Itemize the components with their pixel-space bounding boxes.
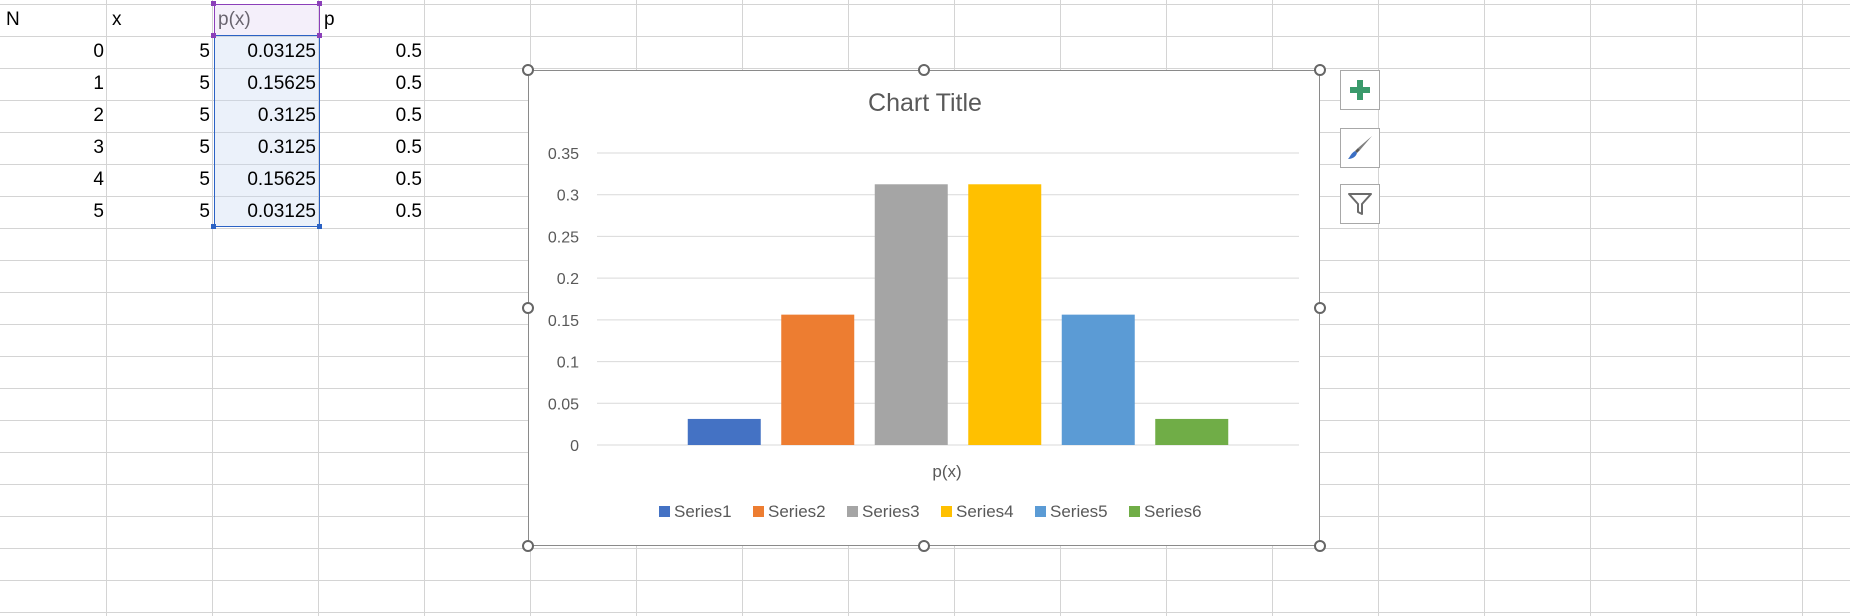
chart-bars	[687, 184, 1229, 445]
resize-handle-top[interactable]	[918, 64, 930, 76]
legend-swatch	[753, 506, 764, 517]
legend-entry[interactable]: Series4	[956, 502, 1014, 521]
header-cell-n[interactable]: N	[6, 9, 20, 30]
funnel-icon	[1348, 193, 1372, 215]
selection-corner	[211, 1, 216, 6]
bar-series4[interactable]	[968, 184, 1042, 445]
cell-px[interactable]: 0.03125	[247, 41, 316, 62]
bar-series3[interactable]	[874, 184, 948, 445]
cell-n[interactable]: 1	[93, 73, 104, 94]
x-axis-label[interactable]: p(x)	[932, 462, 961, 481]
chart-gridlines	[597, 152, 1299, 446]
chart-legend[interactable]: Series1 Series2 Series3 Series4 Series5 Serie…	[659, 502, 1202, 521]
cell-x[interactable]: 5	[199, 201, 210, 222]
legend-swatch	[941, 506, 952, 517]
header-cell-p[interactable]: p	[324, 9, 335, 30]
y-tick-label: 0.05	[548, 396, 579, 413]
cell-x[interactable]: 5	[199, 105, 210, 126]
cell-p[interactable]: 0.5	[395, 73, 422, 94]
resize-handle-bottom[interactable]	[918, 540, 930, 552]
resize-handle-top-left[interactable]	[522, 64, 534, 76]
cell-px[interactable]: 0.03125	[247, 201, 316, 222]
legend-entry[interactable]: Series6	[1144, 502, 1202, 521]
legend-entry[interactable]: Series1	[674, 502, 732, 521]
header-cell-px[interactable]: p(x)	[218, 9, 251, 30]
y-tick-label: 0.35	[548, 146, 579, 163]
bar-series1[interactable]	[687, 418, 761, 445]
fill-handle[interactable]	[317, 224, 322, 229]
y-tick-label: 0.3	[557, 188, 579, 205]
cell-px[interactable]: 0.15625	[247, 169, 316, 190]
legend-swatch	[847, 506, 858, 517]
cell-x[interactable]: 5	[199, 169, 210, 190]
chart-elements-button[interactable]	[1340, 70, 1380, 110]
resize-handle-left[interactable]	[522, 302, 534, 314]
legend-swatch	[659, 506, 670, 517]
chart-area[interactable]: 0 0.05 0.1 0.15 0.2 0.25 0.3 0.35 Chart Title p…	[528, 70, 1320, 546]
y-tick-label: 0.1	[557, 355, 579, 372]
cell-px[interactable]: 0.3125	[257, 137, 316, 158]
cell-px[interactable]: 0.3125	[257, 105, 316, 126]
selection-corner	[317, 1, 322, 6]
legend-swatch	[1035, 506, 1046, 517]
cell-px[interactable]: 0.15625	[247, 73, 316, 94]
cell-p[interactable]: 0.5	[395, 105, 422, 126]
cell-n[interactable]: 2	[93, 105, 104, 126]
cell-p[interactable]: 0.5	[395, 201, 422, 222]
y-axis-ticks: 0 0.05 0.1 0.15 0.2 0.25 0.3 0.35	[548, 146, 579, 455]
resize-handle-right[interactable]	[1314, 302, 1326, 314]
legend-entry[interactable]: Series2	[768, 502, 826, 521]
bar-series5[interactable]	[1061, 314, 1135, 445]
y-tick-label: 0.25	[548, 229, 579, 246]
y-tick-label: 0	[570, 438, 579, 455]
chart-filters-button[interactable]	[1340, 184, 1380, 224]
cell-x[interactable]: 5	[199, 137, 210, 158]
legend-entry[interactable]: Series3	[862, 502, 920, 521]
cell-p[interactable]: 0.5	[395, 169, 422, 190]
paintbrush-icon	[1348, 136, 1372, 159]
cell-x[interactable]: 5	[199, 73, 210, 94]
legend-swatch	[1129, 506, 1140, 517]
selection-corner	[211, 224, 216, 229]
plus-icon	[1350, 80, 1370, 100]
cell-n[interactable]: 4	[93, 169, 104, 190]
selection-corner	[211, 33, 216, 38]
cell-x[interactable]: 5	[199, 41, 210, 62]
cell-p[interactable]: 0.5	[395, 41, 422, 62]
bar-chart: 0 0.05 0.1 0.15 0.2 0.25 0.3 0.35 Chart Title p…	[548, 89, 1299, 521]
y-tick-label: 0.15	[548, 313, 579, 330]
resize-handle-top-right[interactable]	[1314, 64, 1326, 76]
y-tick-label: 0.2	[557, 271, 579, 288]
selection-corner	[317, 33, 322, 38]
cell-p[interactable]: 0.5	[395, 137, 422, 158]
bar-series2[interactable]	[781, 314, 855, 445]
chart-styles-button[interactable]	[1340, 128, 1380, 168]
cell-n[interactable]: 3	[93, 137, 104, 158]
chart-title[interactable]: Chart Title	[868, 89, 982, 117]
bar-series6[interactable]	[1155, 418, 1229, 445]
legend-entry[interactable]: Series5	[1050, 502, 1108, 521]
cell-n[interactable]: 5	[93, 201, 104, 222]
cell-n[interactable]: 0	[93, 41, 104, 62]
resize-handle-bottom-right[interactable]	[1314, 540, 1326, 552]
header-cell-x[interactable]: x	[112, 9, 122, 30]
resize-handle-bottom-left[interactable]	[522, 540, 534, 552]
